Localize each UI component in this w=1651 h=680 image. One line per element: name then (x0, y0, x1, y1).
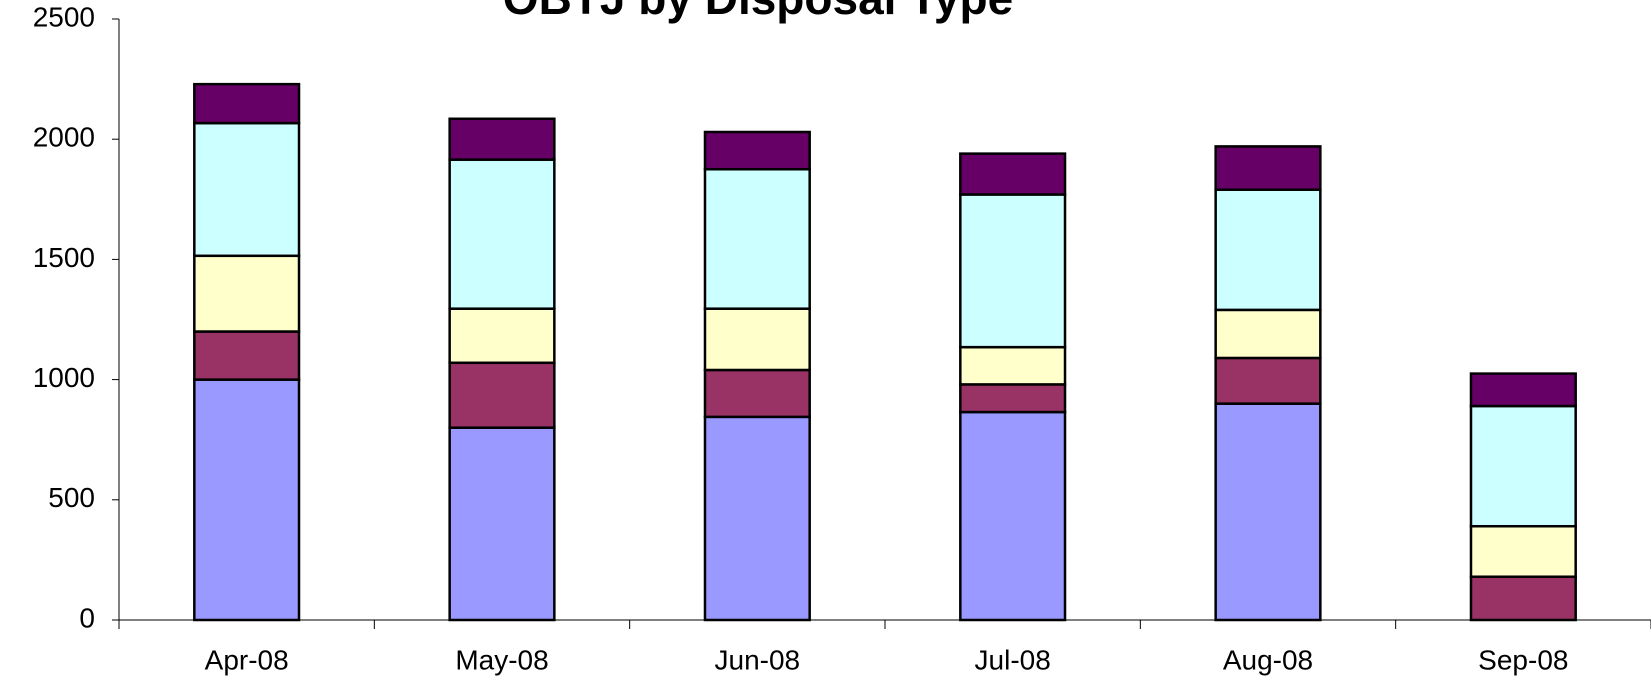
chart-title: OBTJ by Disposal Type (503, 0, 1013, 24)
bar-segment (448, 158, 556, 310)
bar-segment (193, 82, 301, 125)
bar-segment (1214, 402, 1322, 622)
bar-segment (448, 426, 556, 622)
bar-segment (959, 193, 1067, 349)
bar-segment (1214, 308, 1322, 360)
bar-segment (703, 307, 811, 372)
y-tick-label: 1500 (33, 242, 95, 273)
bar-segment (1469, 524, 1577, 578)
bar-segment (703, 368, 811, 419)
bar-segment (703, 168, 811, 310)
bar-segment (448, 307, 556, 365)
y-tick-label: 2500 (33, 1, 95, 32)
y-tick-label: 0 (79, 602, 95, 633)
x-tick-label: Aug-08 (1223, 644, 1313, 675)
bar-segment (959, 152, 1067, 196)
bar-segment (1469, 372, 1577, 408)
y-tick-label: 500 (48, 482, 95, 513)
bar-segment (959, 410, 1067, 622)
bar-segment (959, 345, 1067, 386)
bar-segment (448, 361, 556, 429)
bar-segment (1469, 575, 1577, 622)
y-tick-label: 2000 (33, 122, 95, 153)
x-tick-label: Sep-08 (1478, 644, 1568, 675)
bar-segment (448, 117, 556, 161)
bar-segment (703, 130, 811, 171)
x-tick-label: Apr-08 (205, 644, 289, 675)
y-tick-label: 1000 (33, 362, 95, 393)
bar-segment (1214, 188, 1322, 312)
bar-segment (193, 330, 301, 381)
bar-segment (959, 383, 1067, 414)
bar-segment (193, 254, 301, 333)
bar-segment (1214, 356, 1322, 405)
bar-segment (703, 415, 811, 622)
bar-segment (193, 378, 301, 622)
x-tick-label: Jul-08 (975, 644, 1051, 675)
bar-segment (193, 121, 301, 258)
x-tick-label: Jun-08 (715, 644, 801, 675)
bar-segment (1469, 404, 1577, 528)
x-tick-label: May-08 (455, 644, 548, 675)
bar-segment (1214, 145, 1322, 191)
